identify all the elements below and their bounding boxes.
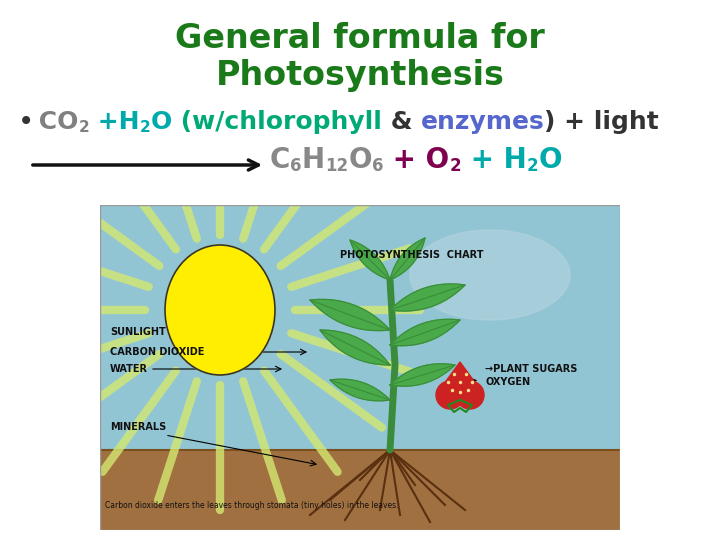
Text: General formula for: General formula for <box>175 22 545 55</box>
Text: CO: CO <box>30 110 78 134</box>
Bar <box>100 450 620 530</box>
Polygon shape <box>390 364 455 386</box>
Text: Photosynthesis: Photosynthesis <box>215 58 505 91</box>
Bar <box>100 205 620 470</box>
Polygon shape <box>390 238 425 280</box>
Text: SUNLIGHT: SUNLIGHT <box>110 327 166 337</box>
Text: Carbon dioxide enters the leaves through stomata (tiny holes) in the leaves.: Carbon dioxide enters the leaves through… <box>105 501 398 510</box>
Text: (w/chlorophyll: (w/chlorophyll <box>171 110 382 134</box>
Text: →PLANT SUGARS: →PLANT SUGARS <box>485 364 577 374</box>
Ellipse shape <box>165 245 275 375</box>
Polygon shape <box>438 362 482 392</box>
Text: O: O <box>348 146 372 174</box>
Text: + O: + O <box>383 146 449 174</box>
Text: •: • <box>18 108 35 136</box>
Polygon shape <box>330 379 390 401</box>
Text: +H: +H <box>89 110 140 134</box>
Text: ) + light: ) + light <box>544 110 660 134</box>
Text: enzymes: enzymes <box>420 110 544 134</box>
Text: 2: 2 <box>140 119 150 134</box>
Text: &: & <box>382 110 420 134</box>
Circle shape <box>456 381 484 409</box>
Circle shape <box>436 381 464 409</box>
Text: + H: + H <box>461 146 526 174</box>
Text: OXYGEN: OXYGEN <box>485 377 530 387</box>
Polygon shape <box>350 240 390 280</box>
Text: MINERALS: MINERALS <box>110 422 166 432</box>
Polygon shape <box>320 330 390 365</box>
Text: WATER: WATER <box>110 364 148 374</box>
Text: O: O <box>539 146 562 174</box>
Text: 2: 2 <box>78 119 89 134</box>
Text: O: O <box>150 110 171 134</box>
Text: 2: 2 <box>449 157 461 175</box>
Text: H: H <box>302 146 325 174</box>
Text: 6: 6 <box>290 157 302 175</box>
Text: 2: 2 <box>526 157 539 175</box>
Text: 12: 12 <box>325 157 348 175</box>
Text: PHOTOSYNTHESIS  CHART: PHOTOSYNTHESIS CHART <box>340 250 484 260</box>
Polygon shape <box>310 299 390 330</box>
Polygon shape <box>390 284 465 311</box>
Polygon shape <box>390 319 460 346</box>
Text: C: C <box>270 146 290 174</box>
Ellipse shape <box>410 230 570 320</box>
Text: CARBON DIOXIDE: CARBON DIOXIDE <box>110 347 204 357</box>
Text: 6: 6 <box>372 157 383 175</box>
